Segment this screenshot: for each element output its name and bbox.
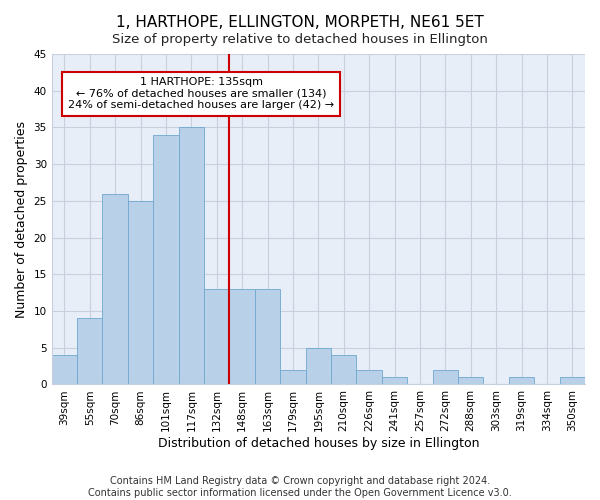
Text: 1, HARTHOPE, ELLINGTON, MORPETH, NE61 5ET: 1, HARTHOPE, ELLINGTON, MORPETH, NE61 5E… [116, 15, 484, 30]
Text: 1 HARTHOPE: 135sqm
← 76% of detached houses are smaller (134)
24% of semi-detach: 1 HARTHOPE: 135sqm ← 76% of detached hou… [68, 77, 334, 110]
Text: Size of property relative to detached houses in Ellington: Size of property relative to detached ho… [112, 32, 488, 46]
Bar [280, 370, 305, 384]
Bar [382, 377, 407, 384]
Bar [331, 355, 356, 384]
Text: Contains HM Land Registry data © Crown copyright and database right 2024.
Contai: Contains HM Land Registry data © Crown c… [88, 476, 512, 498]
Bar [77, 318, 103, 384]
Bar [356, 370, 382, 384]
Y-axis label: Number of detached properties: Number of detached properties [15, 120, 28, 318]
Bar [433, 370, 458, 384]
Bar [128, 201, 153, 384]
Bar [458, 377, 484, 384]
Bar [52, 355, 77, 384]
Bar [509, 377, 534, 384]
Bar [229, 289, 255, 384]
Bar [103, 194, 128, 384]
Bar [204, 289, 229, 384]
Bar [153, 135, 179, 384]
Bar [179, 128, 204, 384]
Bar [560, 377, 585, 384]
Bar [305, 348, 331, 385]
Bar [255, 289, 280, 384]
X-axis label: Distribution of detached houses by size in Ellington: Distribution of detached houses by size … [158, 437, 479, 450]
